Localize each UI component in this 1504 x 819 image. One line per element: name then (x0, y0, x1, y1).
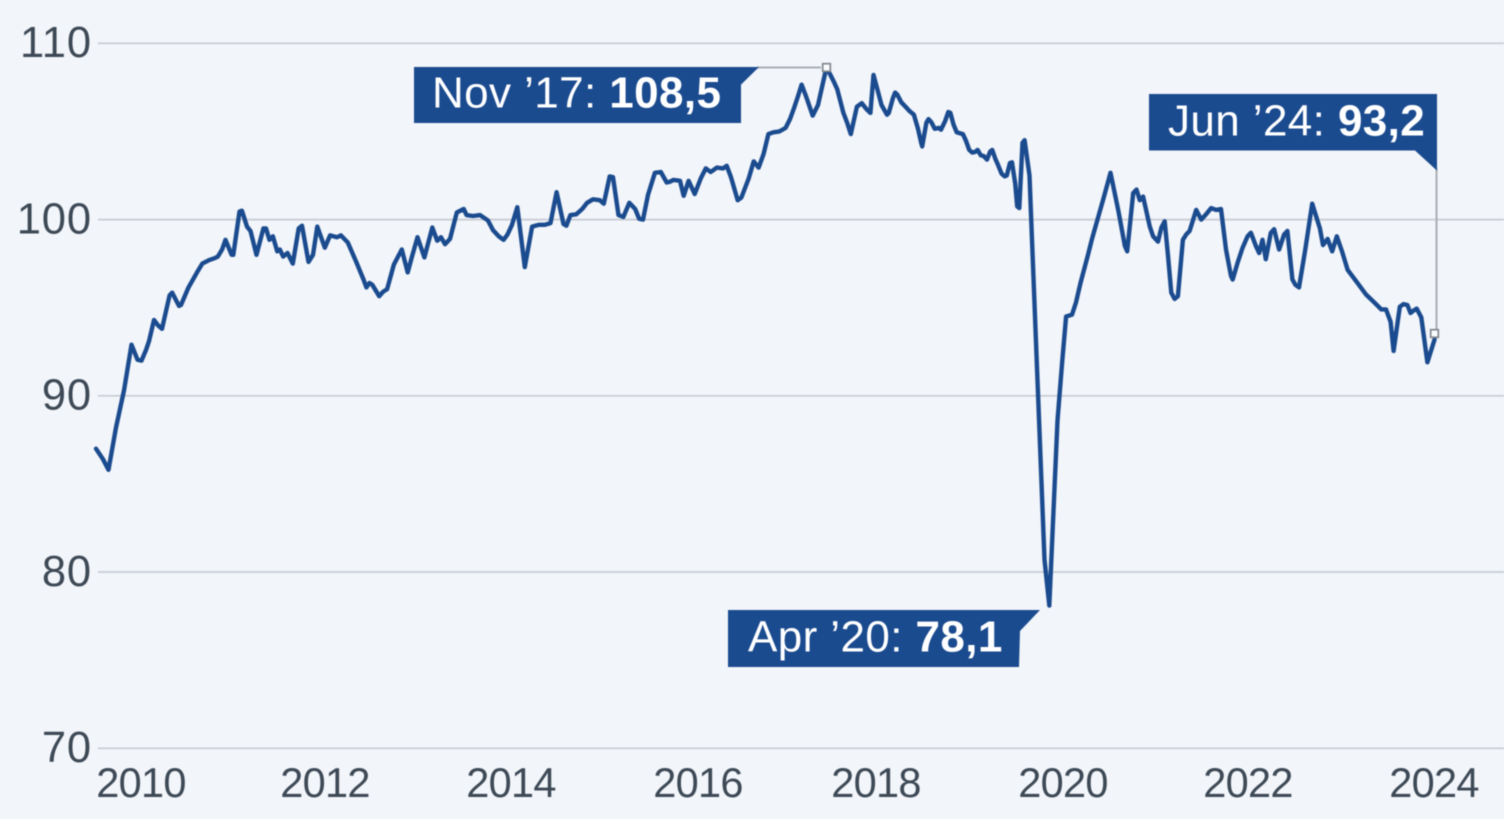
svg-text:2020: 2020 (1018, 759, 1108, 806)
svg-text:2012: 2012 (280, 759, 370, 806)
svg-text:Nov ’17: 108,5: Nov ’17: 108,5 (432, 69, 721, 118)
svg-text:2010: 2010 (96, 759, 186, 806)
svg-text:2014: 2014 (466, 759, 556, 806)
svg-text:70: 70 (42, 724, 92, 772)
svg-text:100: 100 (17, 196, 92, 244)
svg-text:Apr ’20: 78,1: Apr ’20: 78,1 (748, 613, 1003, 662)
svg-text:2016: 2016 (653, 759, 743, 806)
svg-text:Jun ’24: 93,2: Jun ’24: 93,2 (1168, 97, 1425, 146)
svg-text:2024: 2024 (1389, 759, 1479, 806)
svg-text:2022: 2022 (1203, 759, 1293, 806)
svg-text:80: 80 (42, 548, 92, 596)
svg-text:90: 90 (42, 372, 92, 420)
svg-text:110: 110 (20, 19, 92, 67)
svg-text:2018: 2018 (831, 759, 921, 806)
